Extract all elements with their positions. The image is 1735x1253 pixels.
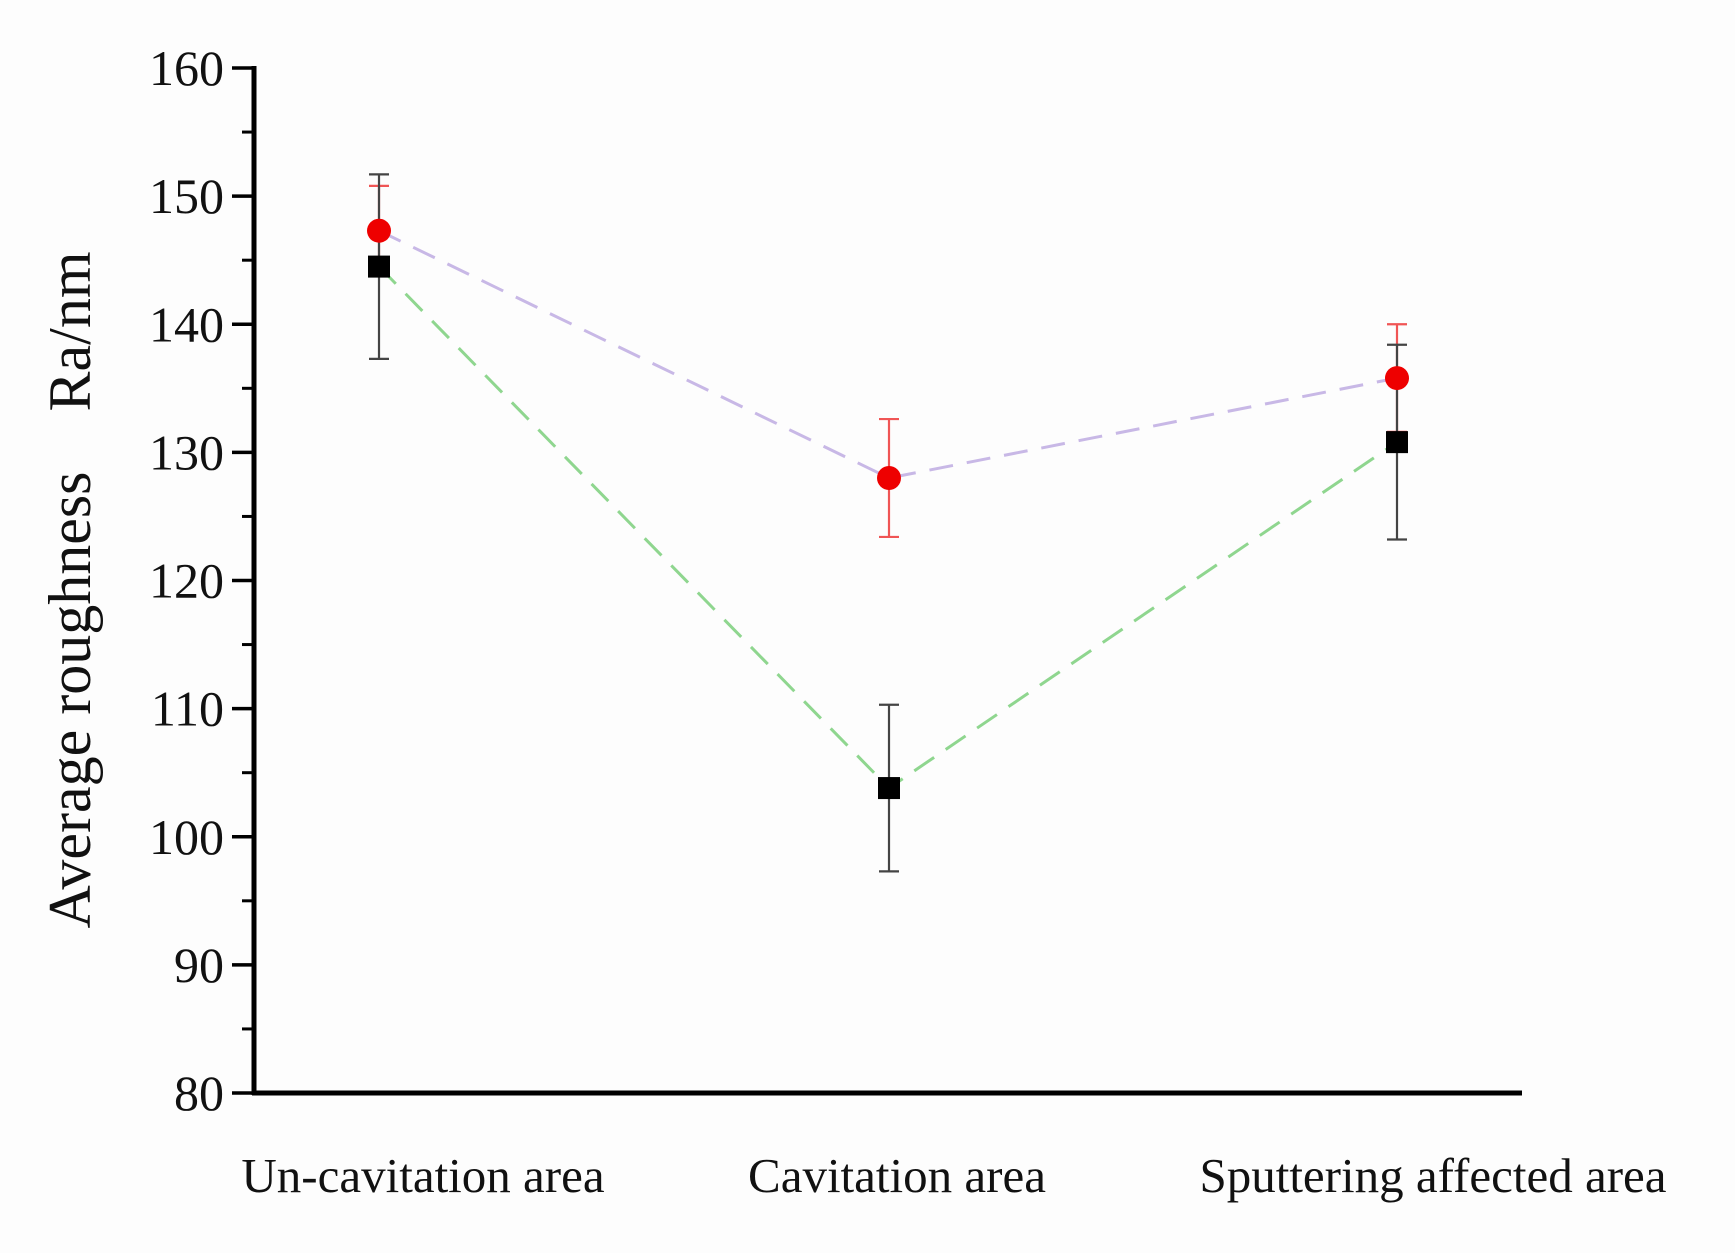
x-category-label: Cavitation area: [748, 1148, 1046, 1203]
axes-layer: [232, 66, 1522, 1096]
y-tick-label: 100: [149, 809, 224, 865]
y-tick-label: 120: [149, 553, 224, 609]
series-2-point-1: [367, 218, 391, 243]
y-tick-label: 150: [149, 168, 224, 224]
labels-layer: 80 90 100 110 120 130 140 150 160 Un-cavitation a…: [37, 40, 1667, 1203]
y-tick-label: 80: [174, 1065, 224, 1121]
series-2-point-2: [877, 466, 901, 490]
y-axis-title: Average roughness Ra/nm: [37, 251, 103, 928]
y-tick-label: 160: [149, 40, 224, 96]
x-category-label: Sputtering affected area: [1199, 1148, 1666, 1203]
series-layer: [367, 173, 1409, 873]
series-1-point-2: [878, 777, 900, 800]
y-tick-label: 140: [149, 296, 224, 352]
series-2-point-3: [1385, 366, 1409, 391]
y-tick-label: 130: [149, 424, 224, 480]
x-category-label: Un-cavitation area: [241, 1148, 604, 1203]
series-1-point-3: [1386, 431, 1408, 454]
series-1-point-1: [368, 255, 390, 278]
y-tick-label: 110: [151, 681, 224, 737]
y-tick-label: 90: [174, 937, 224, 993]
